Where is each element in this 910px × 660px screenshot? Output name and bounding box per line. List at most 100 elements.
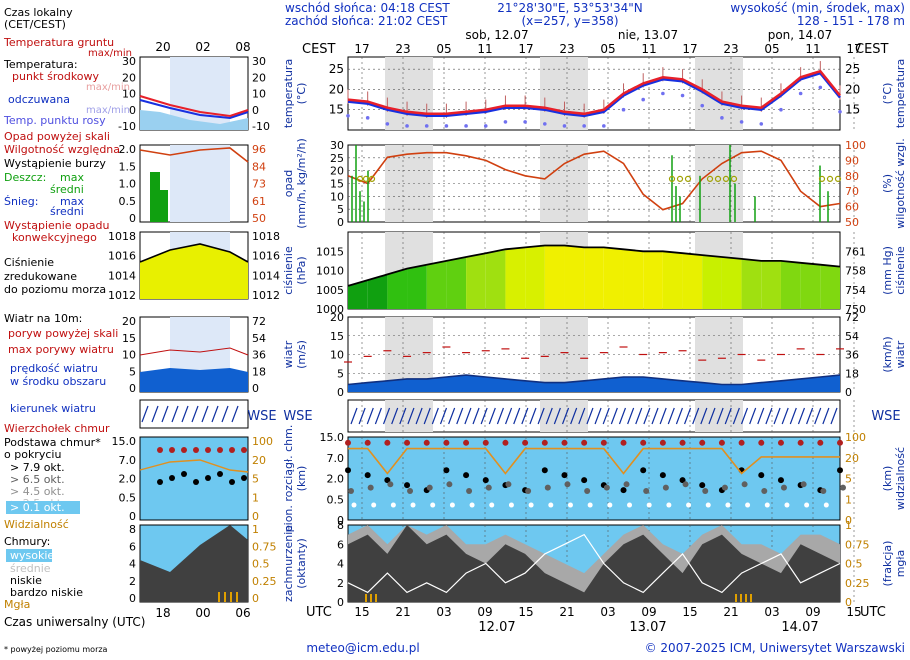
cloud-base-dot — [364, 472, 371, 479]
mini-tick: 2.0 — [119, 143, 137, 156]
wind-arrow — [749, 407, 757, 425]
panel-left-title: zachmurzenie — [282, 525, 295, 602]
wind-line — [347, 374, 841, 386]
cloud-base-dot — [367, 484, 374, 491]
legend-felt: odczuwana — [8, 93, 70, 106]
wind-arrow — [537, 407, 545, 425]
dew-point — [444, 124, 449, 128]
wind-arrow — [472, 407, 480, 425]
cloud-base-dot — [659, 472, 666, 479]
cloud-base-dot — [758, 472, 765, 479]
dew-point — [739, 120, 744, 124]
pressure-fill — [387, 268, 408, 309]
cloud-base-dot — [584, 487, 591, 494]
pressure-fill — [662, 251, 683, 309]
wind-arrow — [488, 407, 496, 425]
pressure-fill — [643, 251, 663, 309]
cloud-base-dot — [761, 487, 768, 494]
mini-cb-dot — [241, 475, 247, 481]
legend-speed-2: w środku obszaru — [10, 375, 106, 388]
bottom-tick: 03 — [436, 605, 451, 619]
mini-tick: 100 — [252, 435, 273, 448]
mini-tick: 1 — [252, 491, 259, 504]
storm-marker — [818, 175, 826, 182]
panel-left-title: temperatura — [282, 59, 295, 128]
dew-point — [700, 103, 705, 108]
cloud-base-dot — [607, 502, 613, 508]
wind-tick: 5 — [337, 367, 344, 380]
legend-humidity: Wilgotność względna — [4, 143, 120, 156]
mini-tick: 2 — [129, 575, 136, 588]
wind-arrow — [521, 407, 529, 425]
mini-cb-dot — [205, 475, 211, 481]
mini-tick: 0 — [129, 212, 136, 225]
temp-tick-left: 20 — [329, 82, 344, 96]
wind-arrow — [382, 407, 391, 425]
compass-left: WSE — [283, 409, 312, 424]
legend-maxmin-3: max/min — [86, 105, 130, 116]
top-tick: 17 — [518, 42, 533, 56]
wind-arrow — [724, 407, 732, 425]
legend-mini-panels: 3020100-103020100-102.01.51.00.509684736… — [108, 55, 280, 605]
cb-top-dot — [482, 439, 489, 446]
storm-marker — [368, 175, 376, 182]
wind-arrow — [456, 407, 464, 425]
cloud-base-dot — [764, 502, 770, 508]
panel-left-unit: (oktanty) — [295, 538, 308, 589]
legend-soil-temp: Temperatura gruntu — [3, 36, 114, 49]
cloud-base-dot — [469, 502, 475, 508]
temp-line — [347, 69, 841, 116]
cloud-base-dot — [777, 477, 784, 484]
cloud-base-dot — [390, 502, 396, 508]
top-time-unit-right: CEST — [855, 42, 889, 57]
cloud-base-dot — [463, 472, 470, 479]
legend-mid-point: punkt środkowy — [12, 70, 100, 83]
wind-arrow — [797, 407, 806, 425]
pressure-fill — [603, 247, 624, 309]
legend-local-tick-3: 08 — [235, 40, 250, 54]
mini-cb-dot — [241, 447, 247, 453]
mini-cb-dot — [181, 447, 187, 453]
mini-wind-arrow — [181, 405, 189, 423]
wind-arrow — [407, 407, 415, 425]
cloud-tick: 6 — [337, 538, 344, 551]
legend-pressure-3: do poziomu morza — [4, 283, 106, 296]
pressure-fill — [780, 260, 801, 309]
mini-pressure-line — [139, 243, 249, 263]
cloud-base-dot — [686, 502, 692, 508]
cloud-base-dot — [387, 481, 394, 488]
footer-email[interactable]: meteo@icm.edu.pl — [306, 641, 419, 655]
mini-tick: 30 — [122, 55, 136, 68]
mini-cloud-area — [140, 525, 248, 602]
wind-arrow — [643, 407, 651, 425]
pressure-fill — [584, 247, 604, 309]
fog-bar — [735, 594, 737, 602]
mini-gust-line — [139, 347, 249, 356]
legend-pressure-2: zredukowane — [4, 270, 77, 283]
wind-arrow — [350, 407, 358, 425]
wind-arrow — [374, 407, 382, 425]
cloud-base-dot — [544, 484, 551, 491]
panel-left-title: ciśnienie — [282, 246, 295, 295]
wind-arrow — [732, 407, 740, 425]
cloud-base-tick: 7.0 — [327, 452, 345, 465]
wind-arrow — [692, 407, 700, 425]
wind-arrow — [448, 407, 456, 425]
mini-cb-dot — [169, 447, 175, 453]
cloud-base-dot — [371, 502, 377, 508]
dew-point — [424, 124, 429, 128]
mini-wind-arrow — [201, 405, 209, 423]
wind-kmh-tick: 0 — [845, 386, 852, 399]
mini-tick: 1.5 — [119, 160, 137, 173]
wind-arrow — [578, 407, 586, 425]
mini-tick: 10 — [122, 349, 136, 362]
cloud-base-tick: 2.0 — [327, 473, 345, 486]
pressure-tick: 1005 — [316, 284, 344, 297]
wind-arrow — [708, 407, 716, 425]
cloud-base-dot — [466, 487, 473, 494]
wind-arrow — [822, 407, 830, 425]
pressure-fill — [702, 255, 722, 309]
fog-bar — [740, 594, 742, 602]
